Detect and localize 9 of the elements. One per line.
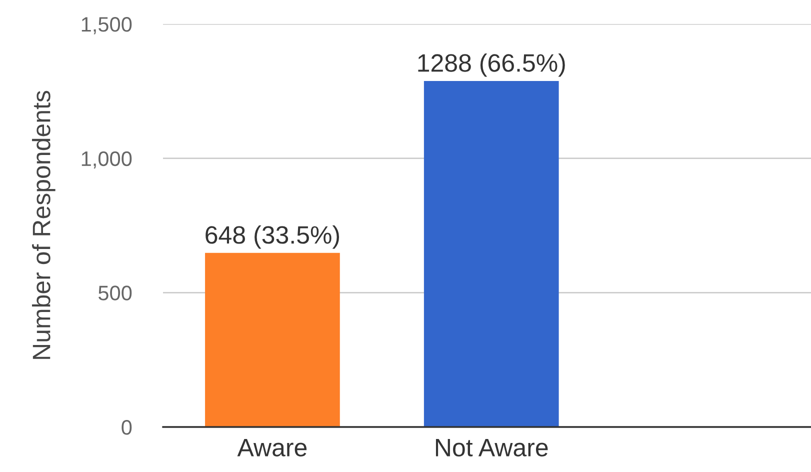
x-tick-label: Aware [237, 439, 307, 456]
y-tick-label: 500 [98, 286, 132, 300]
y-tick-label: 1,500 [82, 17, 132, 34]
y-axis-title: Number of Respondents [32, 90, 56, 359]
data-label: 648 (33.5%) [206, 225, 340, 249]
data-label: 1288 (66.5%) [418, 53, 565, 77]
y-tick-label: 1,000 [82, 151, 132, 169]
x-tick-label: Not Aware [436, 439, 548, 456]
y-tick-label: 0 [122, 420, 132, 435]
